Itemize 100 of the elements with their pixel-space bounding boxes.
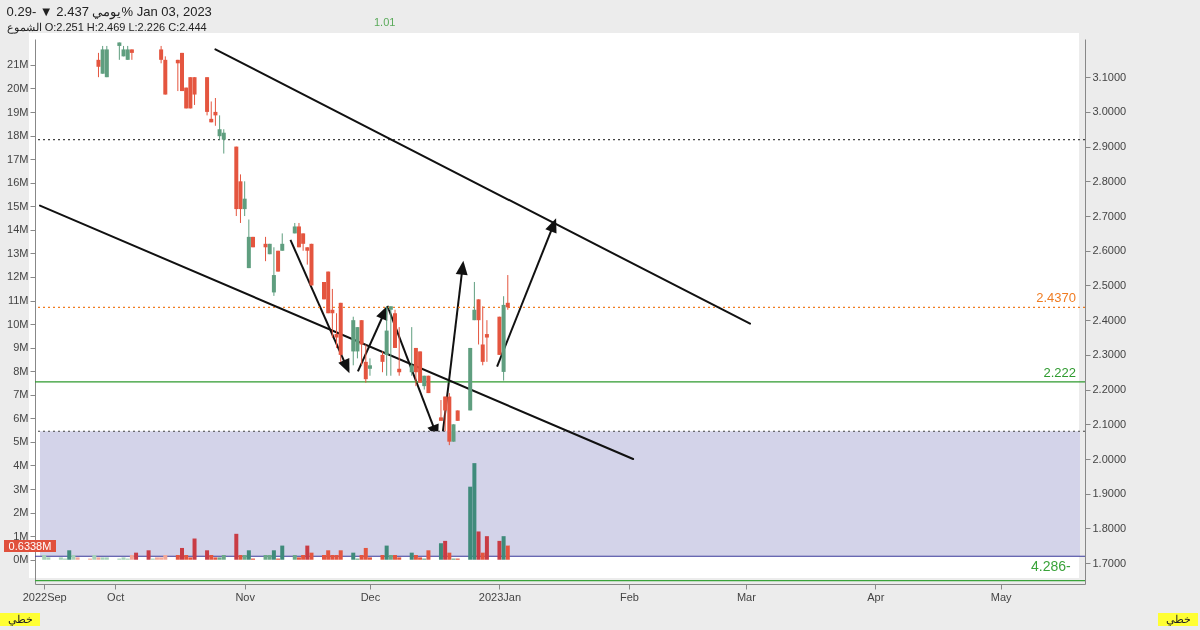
y-tick-label: 8M xyxy=(13,364,29,377)
y-tick-label: 1M xyxy=(13,529,29,542)
bar xyxy=(305,545,310,560)
bar xyxy=(209,555,214,560)
candlestick xyxy=(271,246,276,297)
candlestick xyxy=(380,350,385,373)
x-tick-label: Nov xyxy=(235,590,256,603)
bar xyxy=(100,557,105,560)
candlestick xyxy=(96,52,101,78)
x-tick-label: Feb xyxy=(619,590,639,603)
candlestick xyxy=(409,326,414,377)
y-tick-label: 14M xyxy=(7,223,29,236)
y2-tick-label: 2.0000 xyxy=(1092,452,1127,465)
bar xyxy=(292,555,297,560)
bar xyxy=(263,555,268,560)
bar xyxy=(217,557,222,560)
y-tick-label: 17M xyxy=(7,152,29,165)
bar xyxy=(418,557,423,560)
text: خطي xyxy=(0,613,40,626)
y2-tick-label: 2.7000 xyxy=(1092,209,1127,222)
x-tick-label: Dec xyxy=(360,590,381,603)
x-tick-label: May xyxy=(990,590,1013,603)
y-tick-label: 7M xyxy=(13,388,29,401)
bar xyxy=(163,555,168,560)
candlestick xyxy=(242,180,247,217)
bar xyxy=(267,555,272,560)
bar xyxy=(121,557,126,560)
y-tick-label: 10M xyxy=(7,317,29,330)
bar xyxy=(309,552,314,560)
bar xyxy=(42,555,47,560)
y2-tick-label: 2.8000 xyxy=(1092,174,1127,187)
y2-tick-label: 2.2000 xyxy=(1092,383,1127,396)
text: خطي xyxy=(1158,613,1198,626)
y2-tick-label: 2.3000 xyxy=(1092,348,1127,361)
bar xyxy=(188,557,193,560)
bar xyxy=(301,555,306,560)
x-tick-label: 2023Jan xyxy=(478,590,522,603)
y2-tick-label: 2.9000 xyxy=(1092,140,1127,153)
bar xyxy=(505,545,510,560)
bar xyxy=(234,533,239,560)
bar xyxy=(159,557,164,560)
bar xyxy=(380,555,385,560)
bar xyxy=(134,552,139,560)
bar xyxy=(351,552,356,560)
candlestick xyxy=(129,48,134,61)
bar xyxy=(271,550,276,560)
text: 1.01 xyxy=(374,16,396,28)
y-tick-label: 0M xyxy=(13,553,29,566)
bar xyxy=(146,550,151,560)
y-tick-label: 19M xyxy=(7,105,29,118)
bar xyxy=(388,555,393,560)
y-tick-label: 15M xyxy=(7,199,29,212)
bar xyxy=(67,550,72,560)
chart-title: يومي 2.437 ▼ -0.29% Jan 03, 2023 xyxy=(6,4,212,20)
bar xyxy=(175,555,180,560)
bar xyxy=(46,557,51,560)
bar xyxy=(384,545,389,560)
bar xyxy=(472,463,477,560)
y2-tick-label: 1.7000 xyxy=(1092,556,1127,569)
bar xyxy=(413,555,418,560)
y-tick-label: 12M xyxy=(7,270,29,283)
bar xyxy=(497,540,502,560)
y-tick-label: 18M xyxy=(7,129,29,142)
bar xyxy=(438,543,443,560)
y2-tick-label: 2.1000 xyxy=(1092,417,1127,430)
bar xyxy=(58,557,63,560)
chart-subtitle: الشموع O:2.251 H:2.469 L:2.226 C:2.444 xyxy=(6,21,207,34)
bar xyxy=(180,547,185,560)
bar xyxy=(426,550,431,560)
y-tick-label: 9M xyxy=(13,341,29,354)
bar xyxy=(238,555,243,560)
candlestick xyxy=(192,76,197,106)
y-tick-label: 16M xyxy=(7,176,29,189)
bar xyxy=(221,555,226,560)
y-tick-label: 11M xyxy=(7,294,29,307)
y2-tick-label: 1.9000 xyxy=(1092,487,1127,500)
x-tick-label: Mar xyxy=(736,590,757,603)
bar xyxy=(363,547,368,560)
y-tick-label: 20M xyxy=(7,81,29,94)
bar xyxy=(476,531,481,560)
candlestick xyxy=(221,128,226,155)
bar xyxy=(184,555,189,560)
bar xyxy=(480,552,485,560)
y2-tick-label: 2.4000 xyxy=(1092,313,1127,326)
x-tick-label: 2022Sep xyxy=(22,590,67,603)
bar xyxy=(129,555,134,560)
y2-tick-label: 3.0000 xyxy=(1092,105,1127,118)
bar xyxy=(75,557,80,560)
bar xyxy=(397,557,402,560)
bar xyxy=(280,545,285,560)
bar xyxy=(393,555,398,560)
y-tick-label: 5M xyxy=(13,435,29,448)
ref-line-label: 2.4370 xyxy=(1036,290,1076,306)
bar xyxy=(501,536,506,560)
bar xyxy=(154,557,159,560)
y-tick-label: 3M xyxy=(13,482,29,495)
bar xyxy=(447,552,452,560)
bar xyxy=(96,557,101,560)
bar xyxy=(242,555,247,560)
y-tick-label: 4M xyxy=(13,458,29,471)
